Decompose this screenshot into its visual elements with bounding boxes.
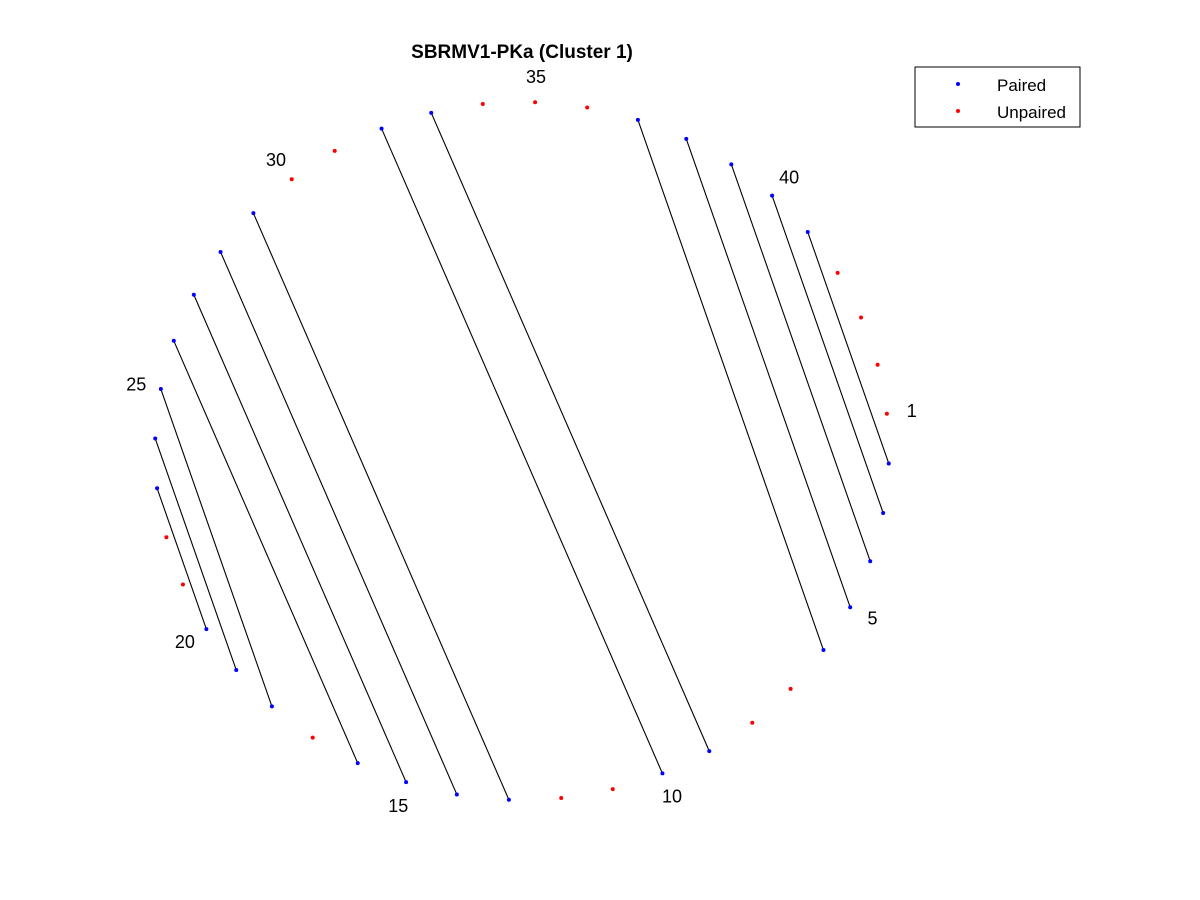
paired-node-4 [868, 559, 873, 564]
legend-marker-paired [956, 82, 960, 86]
pair-line-16-26 [173, 340, 359, 764]
paired-node-20 [204, 627, 209, 632]
paired-node-10 [660, 771, 665, 776]
unpaired-node-44 [875, 362, 880, 367]
unpaired-node-21 [180, 582, 185, 587]
unpaired-node-34 [480, 101, 485, 106]
paired-node-37 [635, 117, 640, 122]
chart-title: SBRMV1-PKa (Cluster 1) [411, 42, 633, 63]
legend-label-unpaired: Unpaired [997, 103, 1066, 122]
paired-node-13 [506, 797, 511, 802]
paired-node-2 [886, 461, 891, 466]
paired-node-25 [158, 387, 163, 392]
unpaired-node-36 [585, 105, 590, 110]
paired-node-39 [729, 162, 734, 167]
paired-node-14 [454, 792, 459, 797]
unpaired-node-17 [310, 735, 315, 740]
paired-node-27 [191, 292, 196, 297]
unpaired-node-30 [289, 177, 294, 182]
nucleotide-nodes [153, 100, 891, 802]
position-label-15: 15 [388, 796, 408, 816]
position-label-30: 30 [266, 150, 286, 170]
pair-line-18-25 [160, 388, 273, 707]
pair-lines [154, 112, 890, 800]
pair-line-10-32 [381, 128, 663, 774]
pair-line-9-33 [430, 112, 710, 752]
paired-node-28 [218, 249, 223, 254]
unpaired-node-43 [859, 315, 864, 320]
legend: Paired Unpaired [914, 66, 1081, 128]
paired-node-5 [848, 605, 853, 610]
unpaired-node-31 [332, 148, 337, 153]
unpaired-node-11 [610, 787, 615, 792]
pair-line-14-28 [220, 251, 458, 795]
paired-node-32 [379, 126, 384, 131]
paired-node-24 [153, 436, 158, 441]
paired-node-38 [684, 136, 689, 141]
unpaired-node-35 [533, 100, 538, 105]
position-label-1: 1 [907, 401, 917, 421]
paired-node-19 [234, 667, 239, 672]
paired-node-3 [881, 510, 886, 515]
legend-box [914, 66, 1081, 128]
pair-line-15-27 [193, 294, 407, 783]
pair-line-20-23 [156, 488, 207, 630]
paired-node-29 [251, 211, 256, 216]
pair-line-4-39 [730, 164, 871, 562]
paired-node-15 [404, 780, 409, 785]
pair-line-13-29 [252, 212, 510, 800]
paired-node-18 [269, 704, 274, 709]
pair-line-6-37 [637, 119, 824, 651]
position-label-20: 20 [175, 632, 195, 652]
pair-line-2-41 [807, 231, 890, 464]
paired-node-6 [821, 648, 826, 653]
legend-marker-unpaired [956, 109, 960, 113]
position-label-40: 40 [779, 167, 799, 187]
pair-line-3-40 [771, 195, 884, 514]
unpaired-node-7 [788, 686, 793, 691]
paired-node-26 [171, 338, 176, 343]
paired-node-41 [805, 230, 810, 235]
position-label-5: 5 [868, 608, 878, 628]
position-label-35: 35 [526, 67, 546, 87]
pair-line-19-24 [154, 438, 237, 671]
paired-node-33 [429, 110, 434, 115]
paired-node-9 [707, 749, 712, 754]
paired-node-16 [355, 761, 360, 766]
position-label-25: 25 [126, 375, 146, 395]
pair-line-5-38 [685, 138, 851, 608]
unpaired-node-22 [164, 535, 169, 540]
paired-node-23 [155, 486, 160, 491]
unpaired-node-1 [884, 411, 889, 416]
legend-label-paired: Paired [997, 76, 1046, 95]
position-label-10: 10 [662, 787, 682, 807]
unpaired-node-12 [559, 796, 564, 801]
paired-node-40 [770, 193, 775, 198]
unpaired-node-42 [835, 270, 840, 275]
unpaired-node-8 [750, 720, 755, 725]
